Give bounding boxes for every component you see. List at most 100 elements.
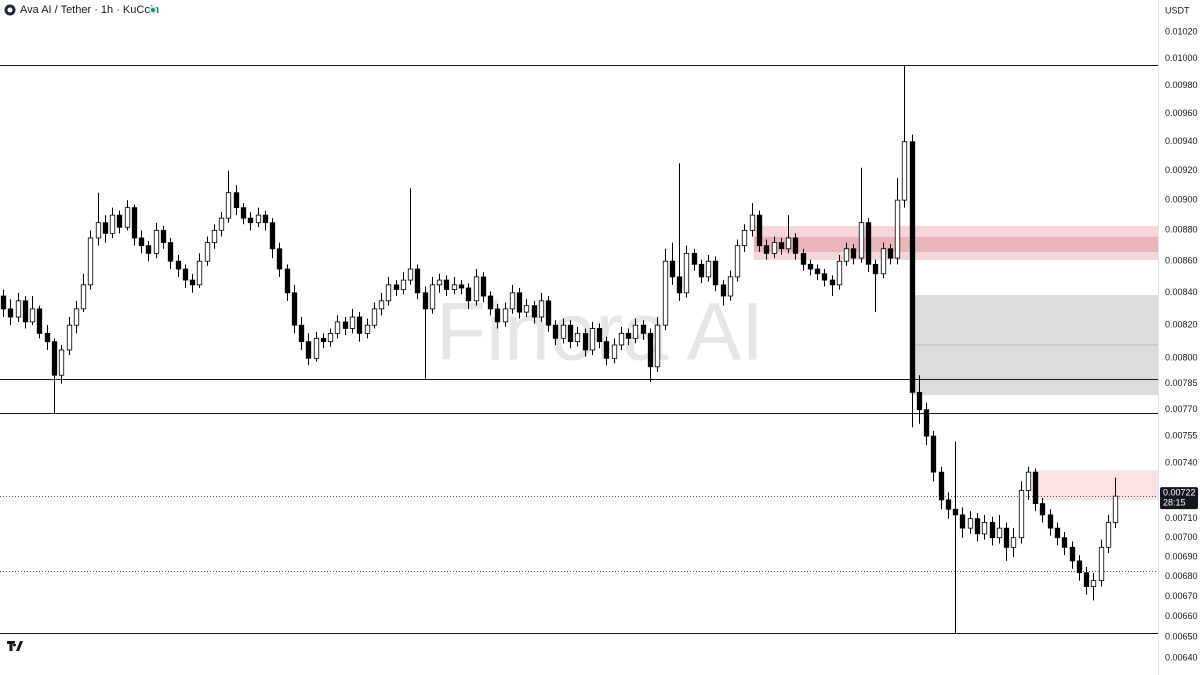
y-tick-label: 0.00710 <box>1165 513 1198 523</box>
y-tick-label: 0.00920 <box>1165 165 1198 175</box>
y-tick-label: 0.00960 <box>1165 108 1198 118</box>
y-tick-label: 0.00840 <box>1165 287 1198 297</box>
candle-body <box>58 349 65 376</box>
candle-body <box>582 332 589 351</box>
candle-body <box>196 260 203 286</box>
zone <box>1032 470 1158 501</box>
candle-body <box>327 332 334 343</box>
candle-body <box>552 324 559 339</box>
y-tick-label: 0.00690 <box>1165 551 1198 561</box>
candle-body <box>153 229 160 254</box>
candle-body <box>850 248 857 259</box>
price-label: 0.00722 <box>1163 488 1196 498</box>
candle-body <box>378 300 385 310</box>
candle-body <box>400 279 407 291</box>
y-tick-label: 0.00800 <box>1165 353 1198 363</box>
candle-body <box>1061 537 1068 548</box>
candle-body <box>778 242 785 250</box>
candle-body <box>974 518 981 535</box>
candle-body <box>349 316 356 329</box>
candle-body <box>51 341 58 376</box>
candle-body <box>560 324 567 339</box>
candle-body <box>429 284 436 310</box>
candle-body <box>7 308 14 318</box>
y-tick-label: 0.00740 <box>1165 457 1198 467</box>
y-tick-label: 0.00640 <box>1165 652 1198 662</box>
candle-body <box>1003 527 1010 548</box>
candle-body <box>952 508 959 516</box>
candle-body <box>407 268 414 281</box>
y-tick-label: 0.00650 <box>1165 632 1198 642</box>
candle-body <box>989 522 996 539</box>
candle-body <box>276 248 283 270</box>
candle-body <box>858 222 865 259</box>
candle-body <box>95 222 102 239</box>
candle-body <box>36 308 43 334</box>
candle-body <box>596 328 603 343</box>
candle-body <box>821 273 828 281</box>
candle-body <box>734 245 741 278</box>
candle-body <box>225 192 232 219</box>
y-tick-label: 0.01000 <box>1165 53 1198 63</box>
status-dot <box>151 8 155 12</box>
candle-body <box>1054 527 1061 539</box>
candle-body <box>22 300 29 323</box>
candle-body <box>705 260 712 278</box>
candle-body <box>116 214 123 228</box>
candle-body <box>894 199 901 259</box>
candle-body <box>73 308 80 326</box>
candle-body <box>880 248 887 275</box>
candle-body <box>1112 495 1119 523</box>
candle-body <box>930 435 937 473</box>
y-tick-label: 0.00755 <box>1165 430 1198 440</box>
candle-body <box>364 324 371 334</box>
candle-body <box>167 242 174 262</box>
y-tick-label: 0.00860 <box>1165 256 1198 266</box>
candle-body <box>414 268 421 294</box>
candle-body <box>204 242 211 262</box>
candle-body <box>66 324 73 351</box>
price-label-box <box>1160 487 1198 510</box>
candle-body <box>29 308 36 323</box>
candle-body <box>44 332 51 343</box>
candle-body <box>371 308 378 326</box>
candle-body <box>451 284 458 291</box>
candle-body <box>647 332 654 368</box>
candle-body <box>291 292 298 326</box>
candle-body <box>901 141 908 201</box>
candle-body <box>531 305 538 318</box>
y-tick-label: 0.00940 <box>1165 136 1198 146</box>
candle-body <box>785 237 792 250</box>
candle-body <box>1032 471 1039 505</box>
y-tick-label: 0.00880 <box>1165 225 1198 235</box>
candle-body <box>691 253 698 265</box>
candle-body <box>872 263 879 275</box>
candle-body <box>1047 514 1054 529</box>
candle-body <box>189 279 196 286</box>
candle-body <box>749 214 756 231</box>
candle-body <box>269 222 276 250</box>
candle-body <box>625 332 632 339</box>
candle-body <box>909 141 916 393</box>
candle-body <box>487 295 494 310</box>
y-tick-label: 0.00670 <box>1165 591 1198 601</box>
candle-body <box>698 263 705 278</box>
y-tick-label: 0.00785 <box>1165 378 1198 388</box>
candle-body <box>494 308 501 323</box>
candle-body <box>574 332 581 343</box>
candle-body <box>632 324 639 339</box>
y-tick-label: 0.00660 <box>1165 611 1198 621</box>
candle-body <box>720 284 727 297</box>
candle-body <box>865 222 872 265</box>
candle-body <box>792 237 799 254</box>
candle-body <box>771 242 778 254</box>
currency-label: USDT <box>1165 5 1190 15</box>
candle-body <box>145 245 152 254</box>
candle-body <box>218 217 225 231</box>
candle-body <box>385 284 392 302</box>
candle-body <box>342 321 349 329</box>
candle-body <box>1083 572 1090 587</box>
candle-body <box>458 284 465 289</box>
candle-body <box>131 207 138 239</box>
candle-body <box>436 279 443 286</box>
